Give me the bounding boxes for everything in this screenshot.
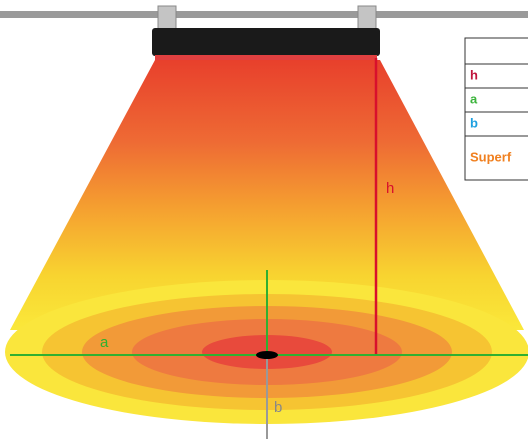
legend-table: hab Superf xyxy=(464,37,528,181)
heater-glow xyxy=(155,55,377,60)
legend-entry: Superf xyxy=(470,149,512,164)
heat-cone xyxy=(10,60,524,330)
center-point xyxy=(256,351,278,359)
legend-entry: a xyxy=(470,91,478,106)
legend-frame xyxy=(464,37,528,181)
legend-entry: h xyxy=(470,67,478,82)
clamp xyxy=(157,5,177,31)
legend-entry: b xyxy=(470,115,478,130)
a-label: a xyxy=(100,334,109,351)
clamp xyxy=(357,5,377,31)
rail xyxy=(0,11,528,18)
b-label: b xyxy=(274,399,282,416)
h-label: h xyxy=(386,180,394,197)
heater xyxy=(152,28,380,56)
